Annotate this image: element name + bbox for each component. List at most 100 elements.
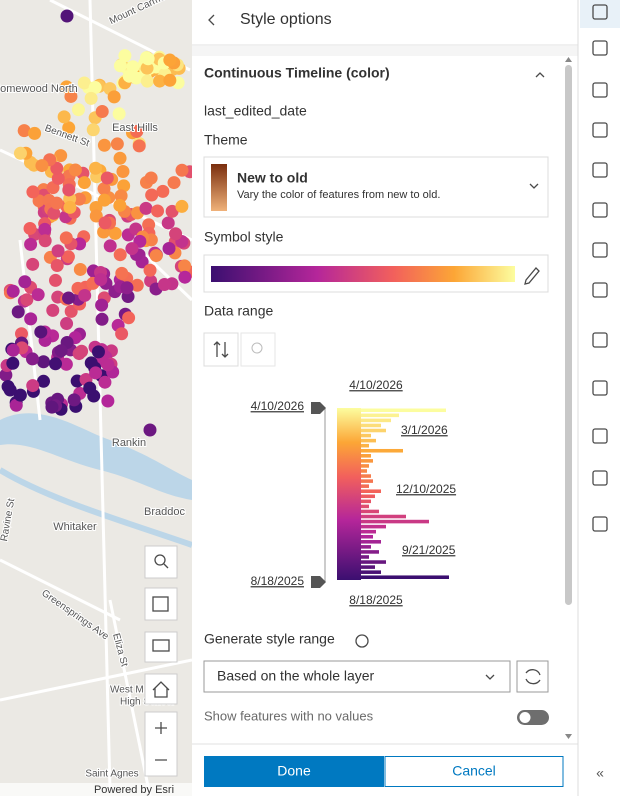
feature-dot <box>140 61 154 75</box>
histogram-bar <box>361 418 391 423</box>
feature-dot <box>84 356 98 370</box>
feature-dot <box>47 206 61 220</box>
feature-dot <box>167 176 181 190</box>
feature-dot <box>59 231 73 245</box>
feature-dot <box>101 394 115 408</box>
histogram-bar <box>361 494 375 499</box>
toggle-label: Show features with no values <box>204 708 374 723</box>
feature-dot <box>100 171 114 185</box>
histogram-bar <box>361 464 369 468</box>
home-button[interactable] <box>144 673 178 705</box>
feature-dot <box>117 179 131 193</box>
feature-dot <box>156 184 170 198</box>
tool-icon[interactable] <box>592 202 608 218</box>
tool-icon[interactable] <box>592 162 608 178</box>
feature-dot <box>36 374 50 388</box>
tool-icon[interactable] <box>592 516 608 532</box>
feature-dot <box>115 327 129 341</box>
tool-icon[interactable] <box>592 40 608 56</box>
feature-dot <box>51 171 65 185</box>
feature-dot <box>178 270 192 284</box>
histogram-bar <box>361 499 371 504</box>
histogram-bar <box>361 550 379 554</box>
tool-icon[interactable] <box>592 428 608 444</box>
flip-button[interactable] <box>203 332 239 367</box>
tool-icon[interactable] <box>592 380 608 396</box>
feature-dot <box>63 200 77 214</box>
done-button[interactable] <box>204 756 384 787</box>
map-label: Saint Agnes <box>85 769 138 780</box>
map-label: East Hills <box>112 122 158 134</box>
histogram-bar <box>361 433 371 438</box>
collapse-toolbar[interactable]: « <box>596 765 604 781</box>
river <box>0 467 192 548</box>
feature-dot <box>23 221 37 235</box>
search-button[interactable] <box>144 545 178 579</box>
feature-dot <box>114 189 128 203</box>
collapse-button[interactable] <box>535 72 545 78</box>
cancel-button[interactable] <box>384 756 564 787</box>
feature-dot <box>38 222 52 236</box>
feature-dot <box>72 192 86 206</box>
lower-handle[interactable] <box>311 576 326 588</box>
feature-dot <box>45 400 59 414</box>
histogram-bar <box>361 529 376 534</box>
flip-icon <box>213 341 229 358</box>
histogram-bar <box>361 514 406 519</box>
histogram-bar <box>361 504 369 509</box>
feature-dot <box>26 185 40 199</box>
feature-dot <box>68 163 82 177</box>
refresh-button[interactable] <box>516 660 549 693</box>
field-name: last_edited_date <box>204 103 307 119</box>
upper-handle-label: 4/10/2026 <box>251 399 305 413</box>
upper-handle[interactable] <box>311 402 326 414</box>
tool-icon[interactable] <box>592 4 608 20</box>
info-icon[interactable] <box>355 634 369 648</box>
feature-dot <box>122 69 136 83</box>
scrollbar[interactable] <box>565 65 572 605</box>
feature-dot <box>110 137 124 151</box>
time-button[interactable] <box>144 587 178 621</box>
feature-dot <box>130 278 144 292</box>
feature-dot <box>97 138 111 152</box>
feature-dot <box>132 139 146 153</box>
feature-dot <box>91 345 105 359</box>
feature-dot <box>139 201 153 215</box>
back-button[interactable] <box>208 14 215 26</box>
tool-icon[interactable] <box>592 332 608 348</box>
map-label: Rankin <box>112 437 146 449</box>
map-label: West M <box>110 685 144 696</box>
tool-icon[interactable] <box>592 122 608 138</box>
dropdown[interactable] <box>203 660 511 693</box>
feature-dot <box>75 344 89 358</box>
zoom-buttons[interactable] <box>144 711 178 777</box>
histogram-bar <box>361 489 381 493</box>
screen-button[interactable] <box>144 631 178 663</box>
feature-dot <box>26 257 40 271</box>
edit-button[interactable] <box>524 267 540 285</box>
histogram-bar <box>361 413 399 418</box>
tool-icon[interactable] <box>592 282 608 298</box>
map-controls <box>144 545 178 777</box>
lower-handle-label: 8/18/2025 <box>251 574 305 588</box>
feature-dot <box>98 375 112 389</box>
histogram: 4/10/2026 8/18/2025 4/10/2026 8/18/2025 … <box>251 378 457 607</box>
feature-dot <box>67 393 81 407</box>
feature-dot <box>38 234 52 248</box>
feature-dot <box>60 9 74 23</box>
active-tool <box>580 0 620 28</box>
tool-icon[interactable] <box>592 82 608 98</box>
feature-dot <box>59 357 73 371</box>
feature-dot <box>18 275 32 289</box>
theme-select[interactable] <box>203 156 549 218</box>
feature-dot <box>89 161 103 175</box>
tool-icon[interactable] <box>592 242 608 258</box>
feature-dot <box>89 209 103 223</box>
zoom-range-button[interactable] <box>240 332 276 367</box>
map-label: Homewood North <box>0 83 78 95</box>
tool-icon[interactable] <box>592 470 608 486</box>
feature-dot <box>78 288 92 302</box>
feature-dot <box>116 164 130 178</box>
feature-dot <box>108 226 122 240</box>
